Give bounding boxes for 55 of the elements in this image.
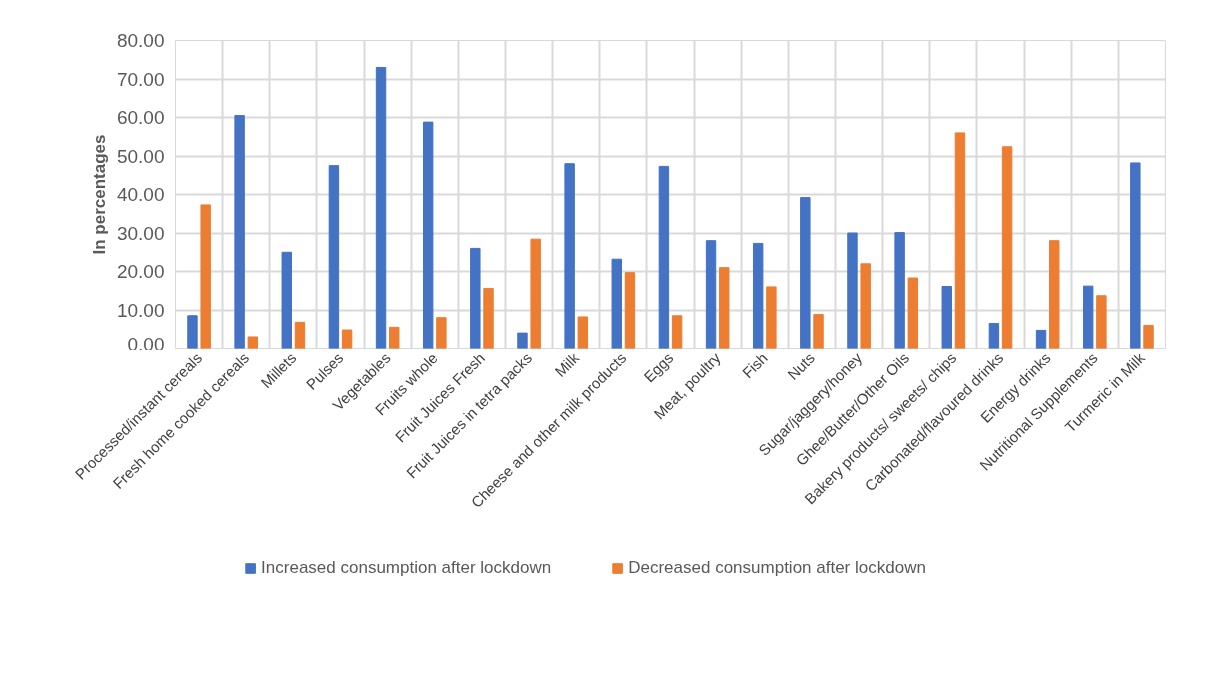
y-tick-label: 50.00 <box>116 145 165 167</box>
bar <box>1096 295 1107 349</box>
bar <box>422 121 434 349</box>
y-tick-label: 10.00 <box>116 299 165 321</box>
bar <box>200 204 211 349</box>
bar <box>564 163 575 349</box>
bar <box>389 326 400 349</box>
bar <box>341 329 353 349</box>
bar <box>294 321 306 349</box>
y-tick-label: 0.00 <box>127 333 165 355</box>
bar <box>988 322 1000 349</box>
x-tick-label: Milk <box>551 348 583 380</box>
y-tick-label: 60.00 <box>116 107 165 128</box>
bar <box>954 132 966 349</box>
bar <box>894 232 905 349</box>
bar <box>611 258 622 349</box>
bar <box>800 197 811 349</box>
bar <box>375 66 387 349</box>
bar <box>624 272 636 349</box>
bar <box>247 336 259 349</box>
y-tick-label: 40.00 <box>116 184 165 205</box>
bar <box>907 277 919 349</box>
bar <box>517 332 528 349</box>
bar <box>847 232 858 349</box>
bar <box>860 263 871 349</box>
bar <box>941 286 952 349</box>
bar <box>705 240 717 349</box>
bar <box>752 242 764 349</box>
y-tick-label: 20.00 <box>116 261 165 282</box>
y-axis-title: In percentages <box>89 134 109 255</box>
legend-label: Decreased consumption after lockdown <box>628 558 926 578</box>
bar <box>1035 329 1047 349</box>
bar <box>577 316 589 349</box>
y-tick-label: 70.00 <box>116 68 165 90</box>
bar <box>1001 146 1013 349</box>
y-tick-label: 80.00 <box>116 30 165 51</box>
bar <box>187 315 198 349</box>
bar <box>813 314 824 349</box>
bar <box>234 115 245 349</box>
legend-label: Increased consumption after lockdown <box>261 558 552 578</box>
bar <box>281 251 292 349</box>
y-tick-label: 30.00 <box>116 222 165 244</box>
bar <box>1143 324 1154 349</box>
bar <box>328 165 340 349</box>
bar <box>1130 162 1141 349</box>
bar <box>719 267 730 349</box>
bar <box>483 287 494 349</box>
bar <box>1082 285 1094 349</box>
bar <box>766 286 777 349</box>
bar <box>470 247 481 349</box>
bar <box>1049 240 1060 349</box>
bar <box>671 315 683 349</box>
bar <box>530 238 541 349</box>
bar <box>658 165 670 349</box>
bar <box>436 317 447 349</box>
